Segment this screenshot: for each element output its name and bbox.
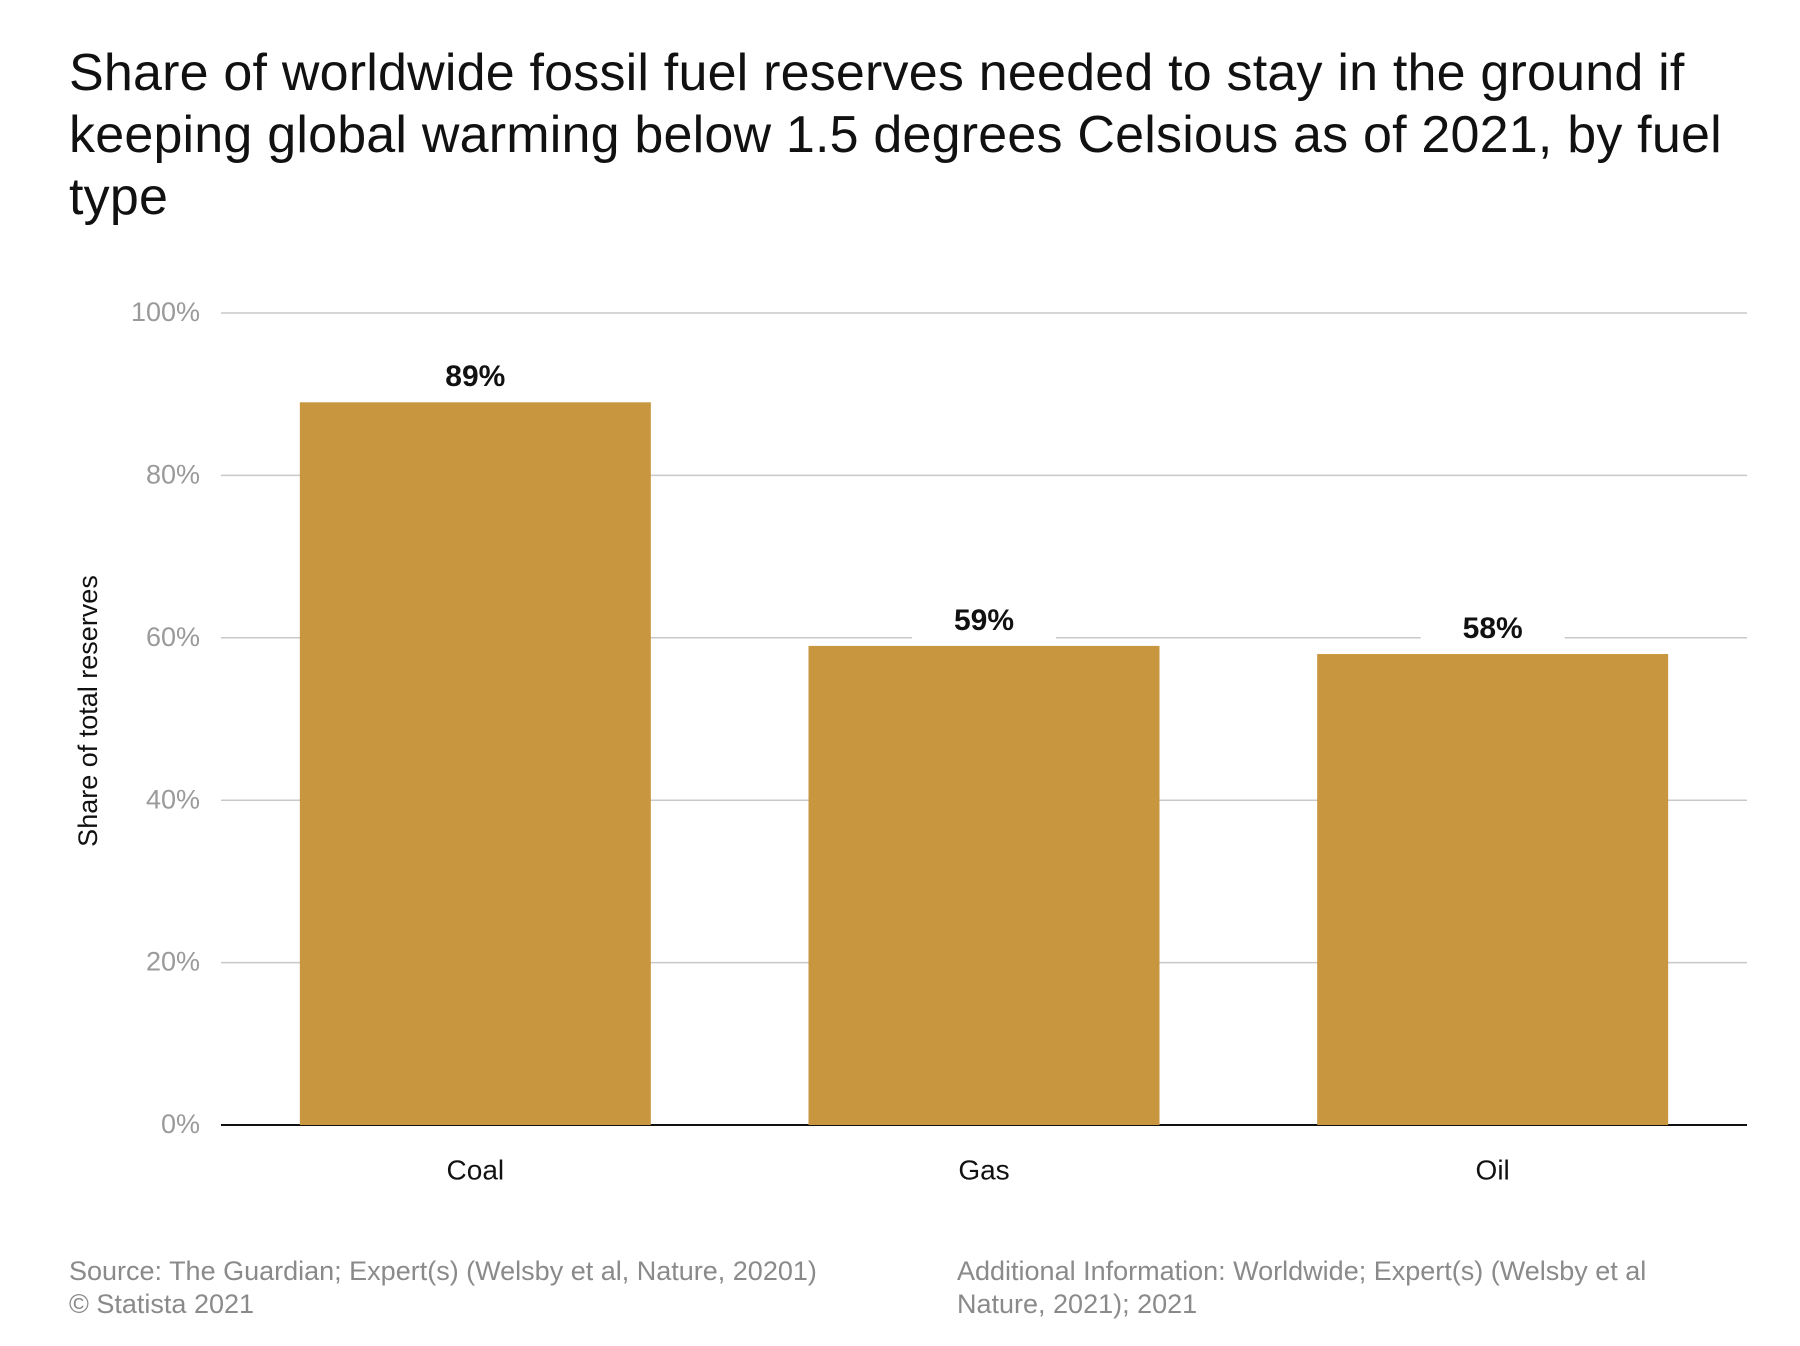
y-tick-label: 0% [161, 1109, 200, 1139]
x-tick-label-gas: Gas [958, 1154, 1009, 1185]
bar-coal [299, 402, 651, 1125]
y-tick-label: 40% [146, 784, 200, 814]
value-label-backdrop [1420, 608, 1565, 651]
source-note: Source: The Guardian; Expert(s) (Welsby … [69, 1255, 919, 1321]
y-tick-label: 80% [146, 460, 200, 490]
value-label-coal: 89% [445, 360, 505, 393]
value-label-backdrop [403, 356, 548, 399]
bar-oil [1317, 654, 1669, 1125]
value-label-backdrop [912, 599, 1056, 642]
y-tick-label: 20% [146, 947, 200, 977]
y-tick-label: 60% [146, 622, 200, 652]
bar-gas [808, 645, 1160, 1125]
y-tick-label: 100% [131, 297, 200, 327]
additional-info-line-2: Nature, 2021); 2021 [957, 1289, 1198, 1319]
source-text: Source: The Guardian; Expert(s) (Welsby … [69, 1256, 817, 1286]
x-tick-label-coal: Coal [447, 1154, 505, 1185]
value-label-gas: 59% [954, 604, 1014, 637]
value-label-oil: 58% [1463, 612, 1523, 645]
y-axis-title: Share of total reserves [73, 575, 103, 847]
additional-info-line-1: Additional Information: Worldwide; Exper… [957, 1256, 1647, 1286]
x-tick-label-oil: Oil [1476, 1154, 1510, 1185]
chart-title: Share of worldwide fossil fuel reserves … [69, 44, 1722, 226]
copyright-text: © Statista 2021 [69, 1289, 255, 1319]
additional-info: Additional Information: Worldwide; Exper… [957, 1255, 1757, 1321]
